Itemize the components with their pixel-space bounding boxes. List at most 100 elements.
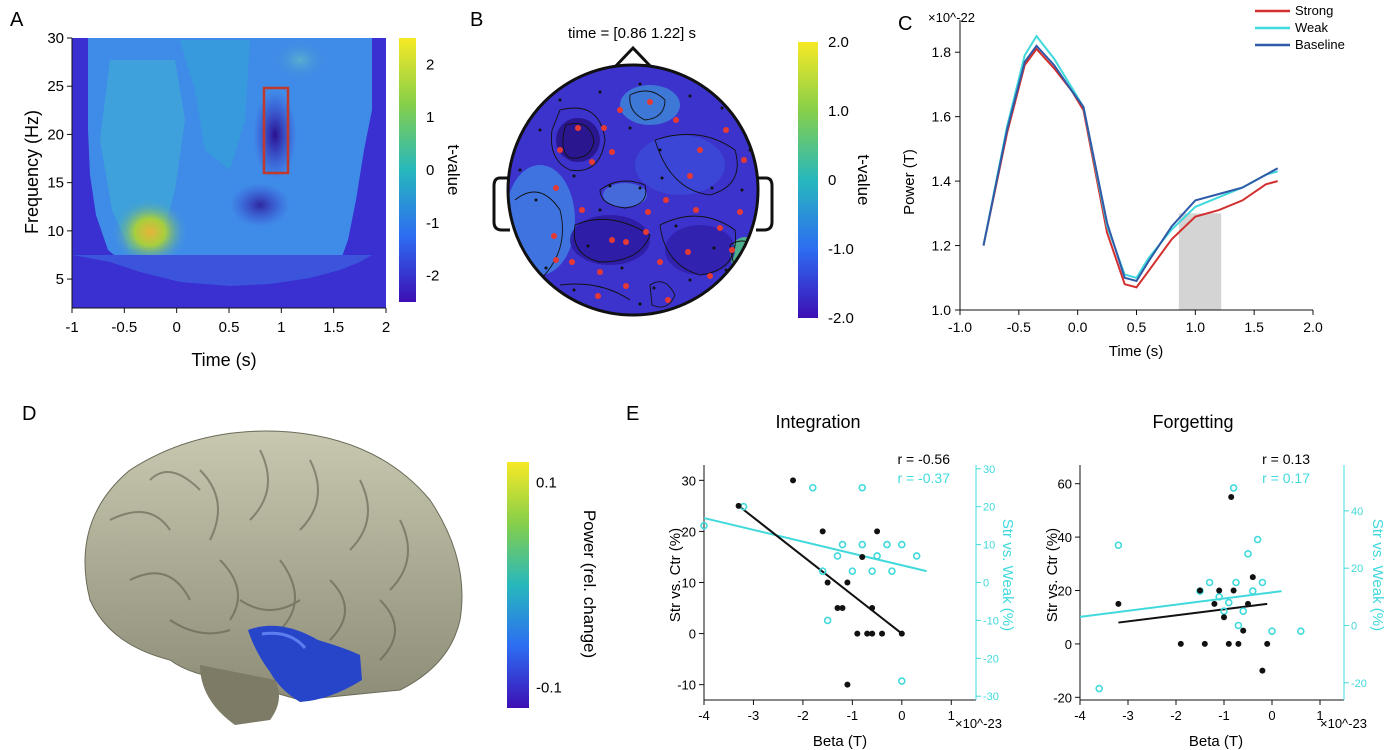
panel-a-xtick-label: -1 [65,319,78,336]
panel-e2-point-right [1244,550,1252,558]
panel-c-shaded-interval [1178,213,1222,310]
panel-e1-ylabel-right: Str vs. Weak (%) [999,519,1016,631]
panel-e1-ytick-right-label: 10 [983,540,995,552]
panel-e2-ytick-left-label: 40 [1058,530,1072,545]
panel-e2-r-left: r = 0.13 [1262,451,1310,467]
panel-a-ytick-label: 5 [56,271,64,288]
panel-e2-point-right [1205,578,1214,587]
panel-b-colorbar [798,42,818,318]
panel-e2-point-right [1234,621,1243,630]
panel-c-ytick-label: 1.4 [932,173,952,189]
panel-e1-ytick-left-label: 10 [682,576,696,591]
panel-e2-point-left [1216,587,1223,594]
head-left-ear [492,176,510,232]
panel-e2-point-left [1240,627,1247,634]
panel-e2-point-right [1229,484,1238,492]
panel-b-letter: B [470,9,483,31]
panel-b-sensor-marker [717,225,723,231]
panel-e1-point-left [844,579,851,586]
panel-a-colorbar-tick: -1 [426,215,439,232]
panel-b-colorbar-tick: 1.0 [828,103,849,120]
panel-e1-ytick-left-label: 30 [682,473,696,488]
panel-b-sensor-marker [643,229,649,235]
panel-e2-point-right [1297,627,1305,636]
panel-b-colorbar-tick: 0 [828,172,836,189]
panel-e1-point-left [844,681,851,688]
panel-b-sensor-dot [712,246,716,250]
panel-e1-fit-right [703,517,927,573]
panel-a-xtick-label: 0.5 [219,319,240,336]
panel-b-sensor-marker [623,239,629,245]
panel-d-letter: D [22,403,36,425]
panel-c-ylabel: Power (T) [901,149,918,215]
panel-b-sensor-marker [687,173,693,179]
panel-b-sensor-marker [589,159,595,165]
panel-e1-title: Integration [775,412,860,432]
panel-e2-point-left [1259,667,1266,674]
panel-e1-point-right [858,540,867,549]
panel-e1-point-right [848,567,857,575]
panel-b-sensor-marker [557,147,563,153]
panel-d-brain-surface [84,430,463,725]
panel-a-colorbar [399,38,416,302]
panel-e2-point-left [1249,574,1256,581]
panel-e1-point-right [808,483,817,492]
panel-e1-point-left [735,502,742,509]
panel-e2-point-right [1268,627,1276,636]
panel-c-xtick-label: 1.0 [1186,319,1206,335]
panel-e1-xtick-label: -1 [847,708,859,723]
panel-e2-xtick-label: -3 [1122,708,1134,723]
panel-e1-point-left [854,630,861,637]
panel-b-sensor-dot [620,266,624,270]
panel-e2-fit-left [1118,602,1268,624]
panel-e1-point-left [864,630,871,637]
panel-e2-point-right [1220,607,1228,615]
panel-c-xtick-label: 1.5 [1244,319,1264,335]
panel-b-sensor-dot [688,278,692,282]
panel-e1-ytick-left-label: 20 [682,524,696,539]
panel-b-sensor-dot [638,302,642,306]
panel-b-sensor-marker [663,197,669,203]
panel-e2-xtick-label: -2 [1170,708,1182,723]
panel-b-sensor-dot [598,208,602,212]
panel-c-lines [982,34,1279,289]
panel-c-xtick-label: 2.0 [1303,319,1323,335]
panel-e2-point-left [1177,640,1184,647]
panel-c-ytick-label: 1.6 [932,109,952,125]
panel-e2-point-left [1264,640,1271,647]
panel-b-sensor-dot [518,168,522,172]
panel-e2-point-left [1221,614,1227,621]
panel-b-sensor-dot [658,148,662,152]
panel-b-sensor-marker [657,259,663,265]
panel-a-ytick-label: 10 [47,223,64,240]
panel-e1-ytick-right-label: -20 [983,653,999,665]
panel-e2-point-right [1225,598,1233,607]
panel-e1-point-right [838,540,847,549]
panel-b-sensor-dot [608,184,612,188]
panel-e1-scale-label: ×10^-23 [955,716,1002,731]
panel-e2-point-right [1232,578,1240,587]
panel-c-xtick-label: -1.0 [948,319,972,335]
panel-e1-xtick-label: -4 [698,708,710,723]
panel-e2-point-right [1215,593,1223,601]
panel-b-sensor-marker [685,249,691,255]
panel-e2-ytick-left-label: 60 [1058,477,1072,492]
panel-b-sensor-marker [575,125,581,131]
panel-e2-ytick-left-label: -20 [1053,690,1072,705]
panel-a-xtick-label: 0 [172,319,180,336]
panel-a-letter: A [10,9,24,31]
panel-b-sensor-marker [551,233,557,239]
panel-e1-point-left [819,528,826,535]
panel-b-sensor-marker [693,207,699,213]
panel-e2-ytick-right-label: 40 [1351,506,1363,518]
panel-b-sensor-dot [558,98,562,102]
panel-e2-point-left [1201,640,1208,647]
panel-c-legend-label: Strong [1295,3,1333,18]
panel-e-letter: E [626,403,639,425]
panel-e2-ytick-right-label: -20 [1351,678,1367,690]
panel-c-ytick-label: 1.8 [932,44,952,60]
panel-e1-ytick-right-label: 20 [983,502,995,514]
panel-b-sensor-marker [569,259,575,265]
panel-a-colorbar-tick: 0 [426,162,434,179]
